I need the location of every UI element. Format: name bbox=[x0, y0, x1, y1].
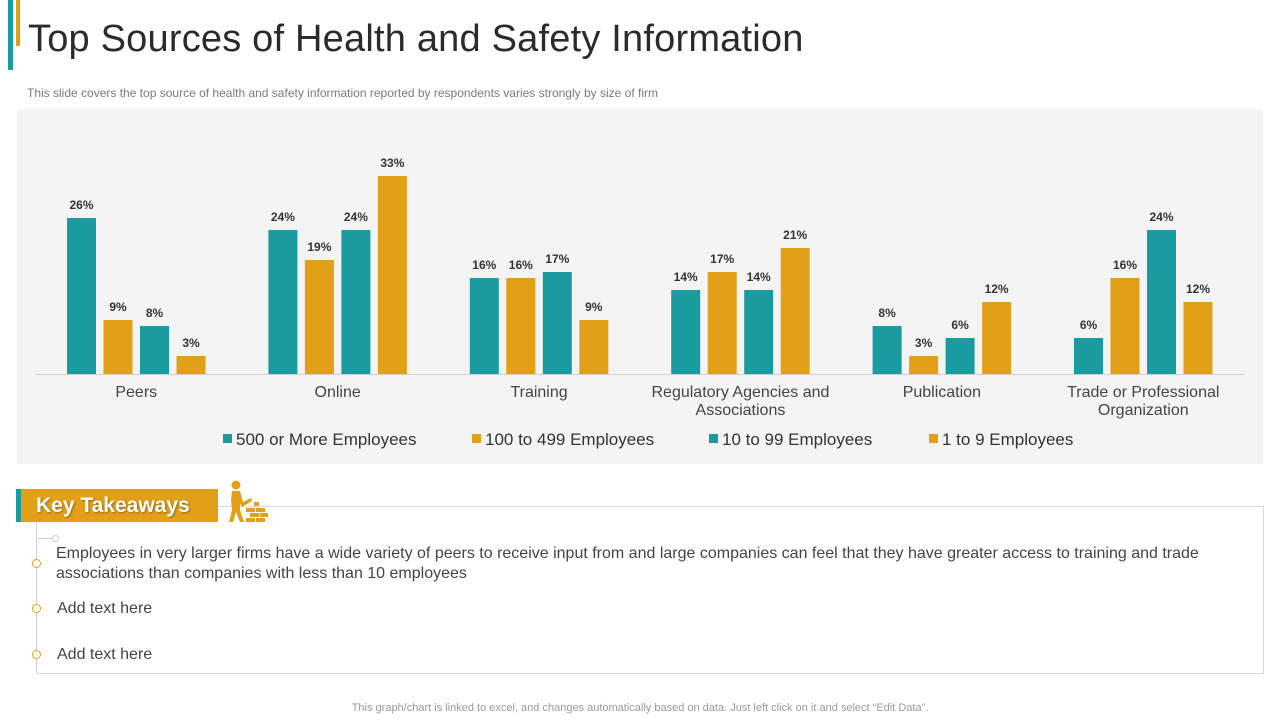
category-label-5-1: Organization bbox=[1098, 402, 1189, 419]
bar-5-1 bbox=[1110, 278, 1140, 374]
data-label-2-3: 9% bbox=[585, 300, 603, 314]
bar-1-2 bbox=[341, 230, 371, 374]
legend-swatch-10-99 bbox=[709, 434, 718, 443]
legend-item-500-plus: 500 or More Employees bbox=[223, 430, 416, 450]
legend-swatch-500-plus bbox=[223, 434, 232, 443]
category-label-2: Training bbox=[510, 384, 567, 401]
takeaways-heading: Key Takeaways bbox=[36, 494, 190, 517]
accent-bar-gold bbox=[16, 0, 20, 46]
takeaway-bullet-3 bbox=[32, 650, 41, 659]
data-label-0-3: 3% bbox=[182, 336, 200, 350]
legend-item-100-499: 100 to 499 Employees bbox=[472, 430, 654, 450]
takeaways-timeline-start bbox=[52, 535, 59, 542]
takeaway-text-3: Add text here bbox=[57, 646, 153, 663]
worker-building-wall-icon bbox=[229, 480, 268, 522]
data-label-5-0: 6% bbox=[1080, 318, 1098, 332]
data-label-3-3: 21% bbox=[783, 228, 807, 242]
bar-3-2 bbox=[744, 290, 774, 374]
category-label-5-0: Trade or Professional bbox=[1067, 384, 1219, 401]
takeaways-timeline-branch bbox=[36, 538, 56, 539]
legend-item-1-9: 1 to 9 Employees bbox=[929, 430, 1073, 450]
bar-3-3 bbox=[780, 248, 810, 374]
data-label-2-2: 17% bbox=[545, 252, 569, 266]
legend-item-10-99: 10 to 99 Employees bbox=[709, 430, 872, 450]
legend-label-1-9: 1 to 9 Employees bbox=[942, 430, 1074, 449]
page-subtitle: This slide covers the top source of heal… bbox=[27, 86, 658, 100]
data-label-5-2: 24% bbox=[1149, 210, 1173, 224]
bar-2-1 bbox=[506, 278, 536, 374]
takeaways-heading-banner: Key Takeaways bbox=[16, 489, 218, 522]
bar-1-0 bbox=[268, 230, 298, 374]
category-label-3-0: Regulatory Agencies and bbox=[651, 384, 829, 401]
data-label-4-2: 6% bbox=[951, 318, 969, 332]
bar-3-1 bbox=[707, 272, 737, 374]
footer-note: This graph/chart is linked to excel, and… bbox=[351, 702, 929, 714]
bar-5-3 bbox=[1183, 302, 1213, 374]
bar-3-0 bbox=[671, 290, 701, 374]
category-label-1: Online bbox=[315, 384, 361, 401]
takeaway-bullet-1 bbox=[32, 559, 41, 568]
page-title: Top Sources of Health and Safety Informa… bbox=[28, 18, 804, 60]
legend-swatch-1-9 bbox=[929, 434, 938, 443]
takeaway-text-2: Add text here bbox=[57, 600, 153, 617]
chart-panel: 26% 9% 8% 3% Peers 24% 19% 24% 33% Online 16% 16% 17… bbox=[17, 109, 1263, 464]
bar-4-0 bbox=[872, 326, 902, 374]
bar-4-3 bbox=[982, 302, 1012, 374]
takeaways-timeline bbox=[36, 538, 37, 668]
bar-1-1 bbox=[304, 260, 334, 374]
data-label-1-3: 33% bbox=[380, 156, 404, 170]
legend-swatch-100-499 bbox=[472, 434, 481, 443]
accent-bar-teal bbox=[8, 0, 13, 70]
category-label-4: Publication bbox=[903, 384, 981, 401]
data-label-1-1: 19% bbox=[307, 240, 331, 254]
data-label-2-1: 16% bbox=[509, 258, 533, 272]
bar-5-2 bbox=[1147, 230, 1176, 374]
bar-4-2 bbox=[945, 338, 975, 374]
bar-0-2 bbox=[140, 326, 169, 374]
bar-chart: 26% 9% 8% 3% Peers 24% 19% 24% 33% Online 16% 16% 17… bbox=[35, 156, 1245, 419]
bar-4-1 bbox=[909, 356, 939, 374]
data-label-1-2: 24% bbox=[344, 210, 368, 224]
category-label-0: Peers bbox=[115, 384, 157, 401]
bar-2-0 bbox=[469, 278, 499, 374]
chart-legend: 500 or More Employees 100 to 499 Employe… bbox=[0, 430, 1280, 450]
takeaway-text-1: Employees in very larger firms have a wi… bbox=[56, 545, 1199, 582]
bar-0-0 bbox=[67, 218, 96, 374]
takeaway-bullet-2 bbox=[32, 604, 41, 613]
data-label-3-1: 17% bbox=[710, 252, 734, 266]
data-label-5-1: 16% bbox=[1113, 258, 1137, 272]
bar-1-3 bbox=[377, 176, 407, 374]
legend-label-10-99: 10 to 99 Employees bbox=[722, 430, 873, 449]
legend-label-100-499: 100 to 499 Employees bbox=[485, 430, 655, 449]
data-label-0-0: 26% bbox=[69, 198, 93, 212]
legend-label-500-plus: 500 or More Employees bbox=[236, 430, 417, 449]
bar-0-1 bbox=[103, 320, 133, 374]
data-label-0-2: 8% bbox=[146, 306, 164, 320]
data-label-4-3: 12% bbox=[985, 282, 1009, 296]
data-label-2-0: 16% bbox=[472, 258, 496, 272]
data-label-3-2: 14% bbox=[747, 270, 771, 284]
data-label-5-3: 12% bbox=[1186, 282, 1210, 296]
bar-2-2 bbox=[542, 272, 572, 374]
data-label-4-0: 8% bbox=[878, 306, 896, 320]
data-label-4-1: 3% bbox=[915, 336, 933, 350]
data-label-0-1: 9% bbox=[109, 300, 127, 314]
bar-2-3 bbox=[579, 320, 609, 374]
bar-5-0 bbox=[1074, 338, 1103, 374]
data-label-1-0: 24% bbox=[271, 210, 295, 224]
bar-0-3 bbox=[176, 356, 206, 374]
data-label-3-0: 14% bbox=[674, 270, 698, 284]
category-label-3-1: Associations bbox=[696, 402, 786, 419]
